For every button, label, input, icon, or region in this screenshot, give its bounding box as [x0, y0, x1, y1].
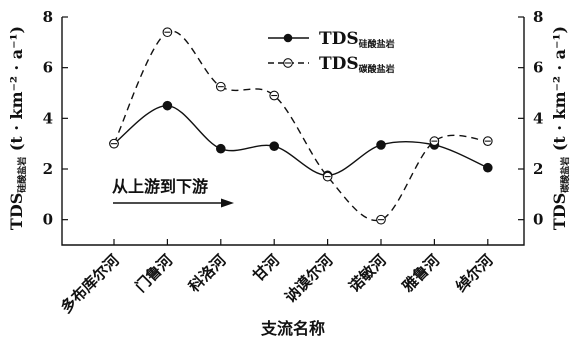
x-tick-label: 多布库尔河 [57, 251, 123, 317]
x-tick-label: 甘河 [249, 251, 283, 285]
y-tick-label-left: 6 [43, 59, 53, 77]
legend-label-sub: 硅酸盐岩 [359, 38, 395, 50]
y-tick-label-right: 8 [533, 8, 543, 26]
y-axis-label-left: TDS硅酸盐岩 (t · km⁻² · a⁻¹) [7, 26, 28, 230]
data-point [216, 143, 226, 154]
legend-label-main: TDS [319, 54, 359, 74]
y-tick-label-left: 4 [43, 109, 53, 127]
y-tick-label-right: 0 [533, 211, 543, 229]
x-tick-label: 门鲁河 [132, 251, 177, 296]
x-tick-label: 雅鲁河 [398, 251, 443, 296]
x-axis-label: 支流名称 [260, 319, 325, 338]
legend-label-sub: 碳酸盐岩 [359, 63, 395, 75]
y-axis-label-left-main: TDS [7, 193, 26, 230]
direction-annotation: 从上游到下游 [112, 177, 208, 196]
legend-label-2: TDS碳酸盐岩 [319, 54, 395, 75]
y-tick-label-right: 4 [533, 109, 543, 127]
x-tick-label: 诺敏河 [345, 251, 390, 296]
y-tick-label-right: 2 [533, 160, 543, 178]
data-point [162, 100, 173, 111]
y-axis-label-right-sub: 碳酸盐岩 [559, 157, 571, 193]
y-axis-label-left-unit: (t · km⁻² · a⁻¹) [7, 26, 26, 157]
legend-marker-1 [283, 33, 293, 43]
y-tick-label-left: 0 [43, 211, 53, 229]
x-tick-label: 绰尔河 [452, 251, 497, 296]
y-axis-label-right-unit: (t · km⁻² · a⁻¹) [550, 26, 569, 157]
y-tick-label-left: 8 [43, 8, 53, 26]
data-point [269, 141, 280, 151]
y-tick-label-right: 6 [533, 59, 543, 77]
direction-arrow-head [221, 198, 234, 208]
legend-label-main: TDS [319, 29, 359, 49]
plot-series [109, 27, 493, 225]
y-axis-label-right: TDS碳酸盐岩 (t · km⁻² · a⁻¹) [550, 26, 571, 230]
data-point [483, 162, 493, 173]
y-axis-label-right-main: TDS [550, 193, 569, 230]
axes [61, 16, 525, 246]
x-tick-label: 科洛河 [185, 251, 230, 296]
data-point [376, 140, 386, 150]
legend-label-1: TDS硅酸盐岩 [319, 29, 395, 50]
plot-frame [61, 17, 525, 246]
y-tick-label-left: 2 [43, 160, 53, 178]
y-axis-label-left-sub: 硅酸盐岩 [16, 157, 28, 193]
x-tick-label: 讷谟尔河 [281, 251, 336, 306]
